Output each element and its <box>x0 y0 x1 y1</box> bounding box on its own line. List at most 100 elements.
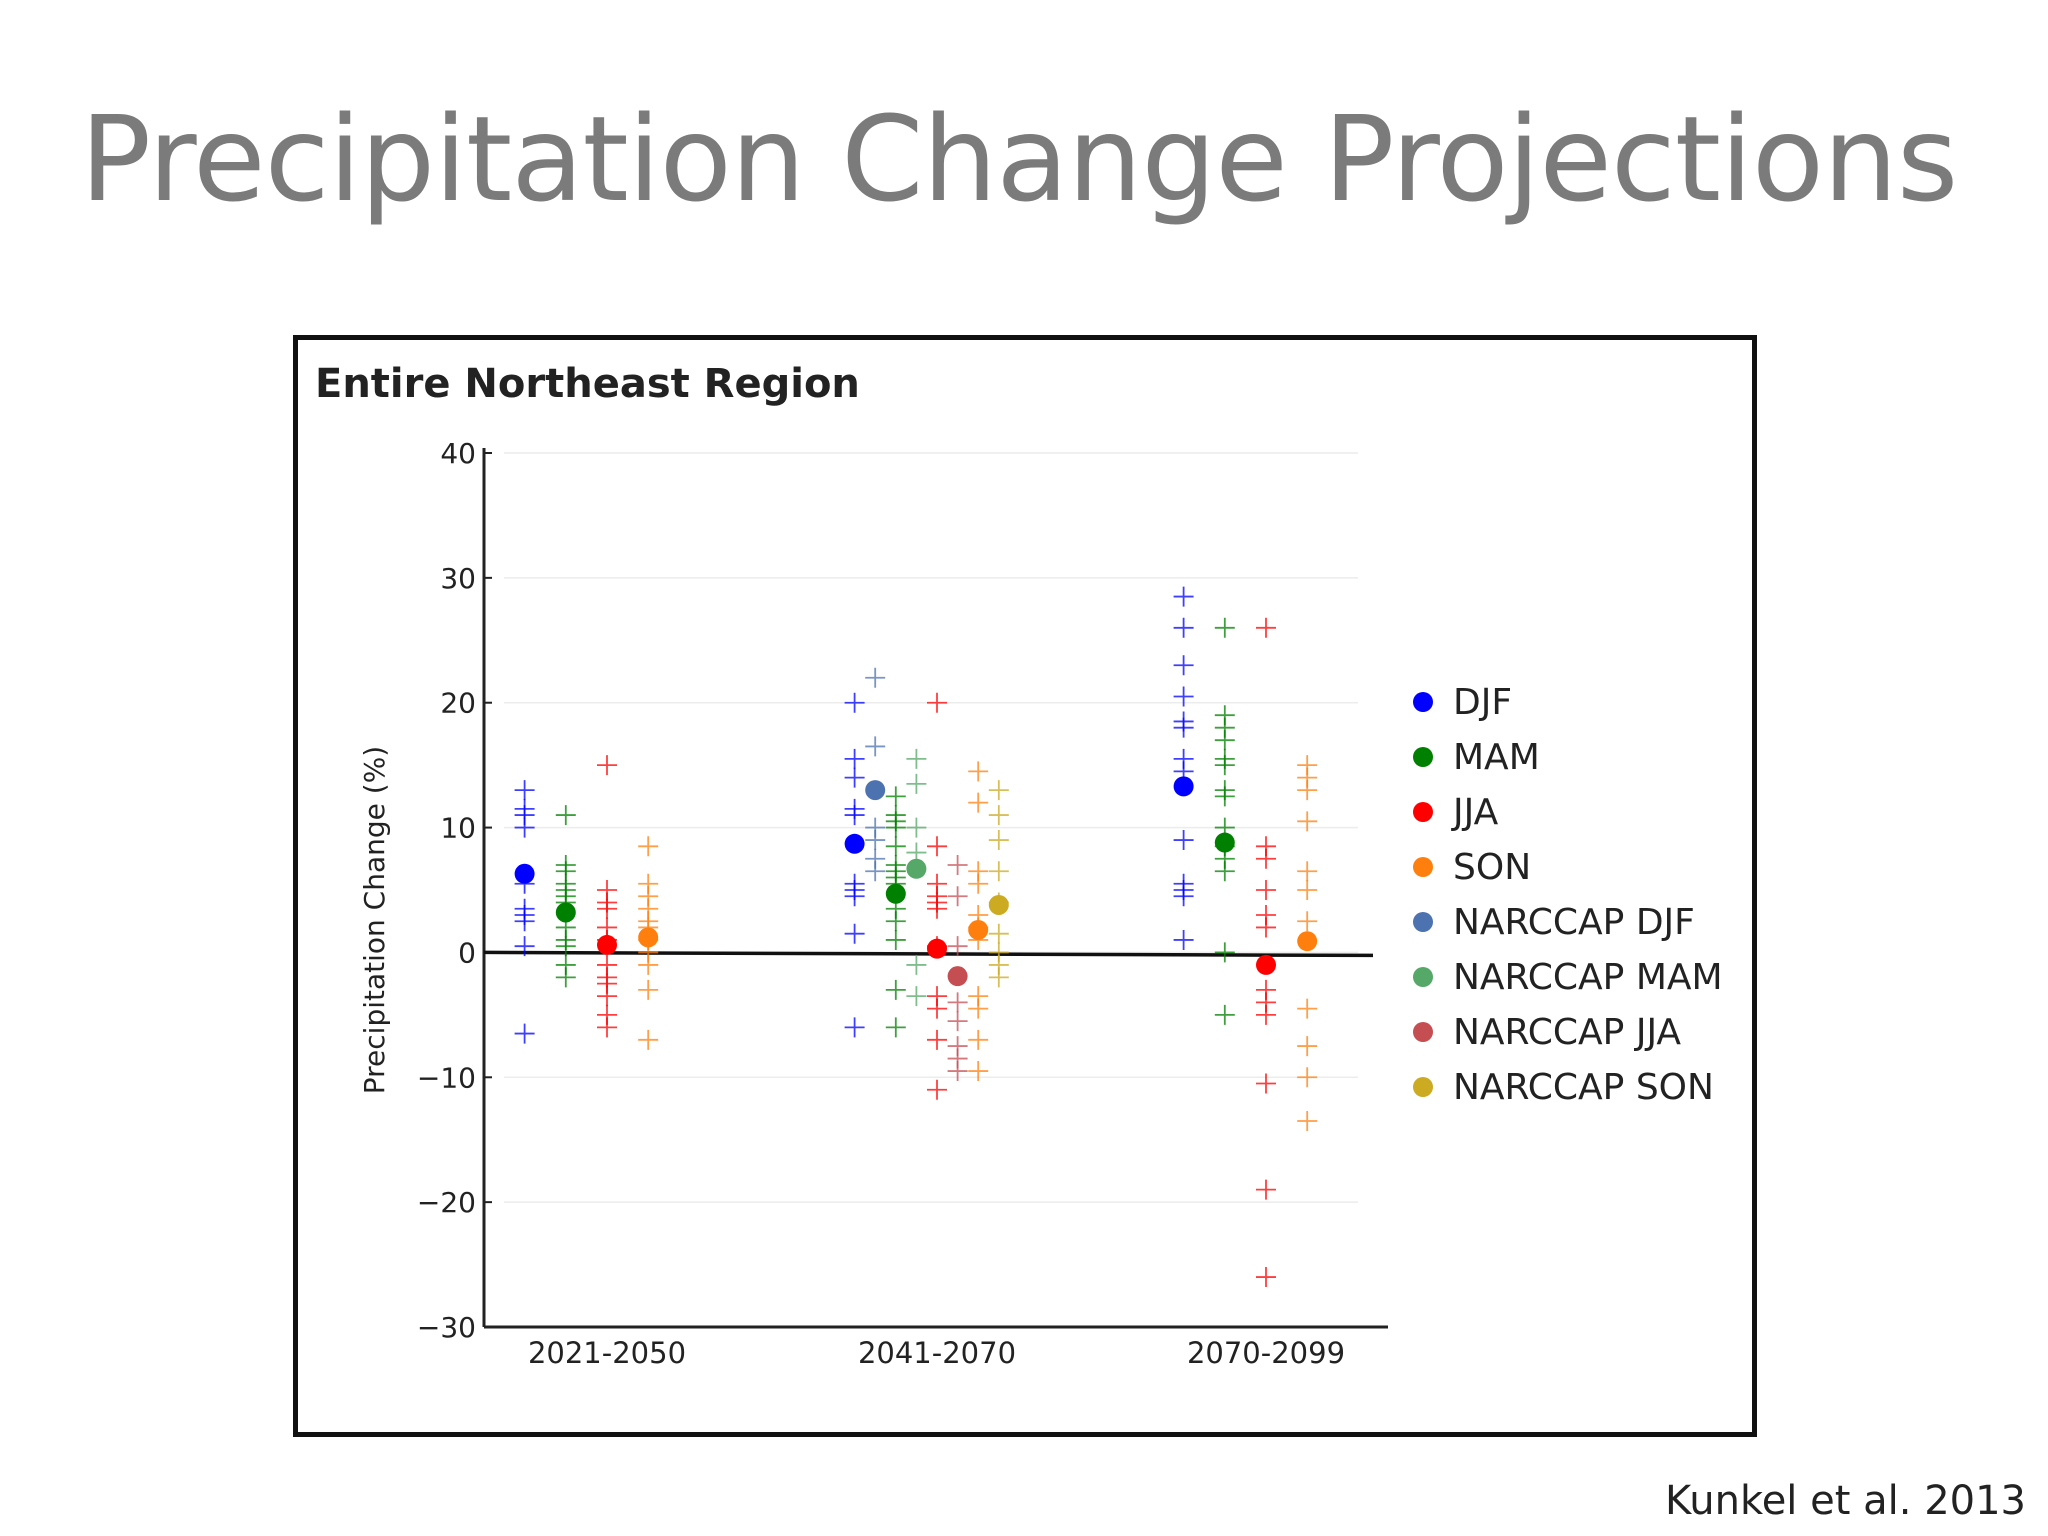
model-point <box>968 998 989 1019</box>
model-point <box>1173 830 1194 851</box>
mean-point <box>638 927 659 948</box>
legend-marker <box>1413 967 1433 987</box>
model-point <box>906 817 927 838</box>
model-point <box>865 736 886 757</box>
model-point <box>927 898 947 919</box>
model-point <box>1256 617 1276 638</box>
model-point <box>947 1061 968 1082</box>
model-point <box>1256 880 1276 900</box>
model-point <box>1214 617 1235 638</box>
model-point <box>968 761 989 782</box>
model-point <box>927 836 947 857</box>
model-point <box>1297 1110 1318 1131</box>
chart: Entire Northeast Region −30 −20 −10 0 10 20 30 4… <box>315 361 1723 1370</box>
model-point <box>514 780 535 801</box>
model-point <box>1173 886 1194 907</box>
model-point <box>1173 617 1194 638</box>
y-tick-label: 30 <box>440 562 476 595</box>
model-point <box>988 923 1009 944</box>
model-point <box>597 898 617 919</box>
model-point <box>1214 942 1235 963</box>
x-tick-label: 2021-2050 <box>528 1336 686 1370</box>
legend-marker <box>1413 1077 1433 1097</box>
mean-point <box>927 938 947 959</box>
model-point <box>988 805 1009 826</box>
mean-point <box>865 780 886 801</box>
model-point <box>1256 1179 1276 1200</box>
mean-point <box>1173 776 1194 797</box>
legend-marker <box>1413 1022 1433 1042</box>
model-point <box>597 755 617 776</box>
model-point <box>514 817 535 838</box>
model-point <box>988 967 1009 988</box>
citation: Kunkel et al. 2013 <box>1665 1478 2026 1524</box>
model-point <box>638 836 659 857</box>
mean-point <box>885 883 906 904</box>
model-point <box>988 780 1009 801</box>
y-tick-label: 20 <box>440 687 476 720</box>
model-point <box>1214 755 1235 776</box>
legend-label: NARCCAP JJA <box>1453 1012 1681 1053</box>
model-point <box>906 954 927 975</box>
model-point <box>865 861 886 882</box>
model-point <box>597 1017 617 1038</box>
model-point <box>885 979 906 1000</box>
model-point <box>844 748 865 769</box>
x-tick-label: 2070-2099 <box>1187 1336 1345 1370</box>
mean-point <box>988 894 1009 915</box>
model-point <box>1256 1267 1276 1288</box>
y-tick-label: −30 <box>417 1311 476 1344</box>
slide-title: Precipitation Change Projections <box>80 90 1958 228</box>
model-point <box>865 667 886 688</box>
model-point <box>885 786 906 807</box>
model-point <box>844 805 865 826</box>
model-point <box>1173 717 1194 738</box>
model-point <box>927 998 947 1019</box>
y-tick-label: −10 <box>417 1061 476 1094</box>
model-point <box>555 805 576 826</box>
legend-marker <box>1413 802 1433 822</box>
mean-point <box>947 966 968 987</box>
model-point <box>844 767 865 788</box>
model-point <box>988 830 1009 851</box>
model-point <box>514 1023 535 1044</box>
legend-label: DJF <box>1453 682 1512 723</box>
legend-label: MAM <box>1453 737 1540 778</box>
model-point <box>968 873 989 894</box>
y-axis-label: Precipitation Change (%) <box>358 746 391 1094</box>
model-point <box>968 1029 989 1050</box>
model-point <box>1297 1067 1318 1088</box>
model-point <box>1297 811 1318 832</box>
model-point <box>844 923 865 944</box>
model-point <box>638 1029 659 1050</box>
model-point <box>927 1029 947 1050</box>
model-point <box>1256 848 1276 869</box>
model-point <box>906 986 927 1007</box>
mean-point <box>844 833 865 854</box>
model-point <box>968 792 989 813</box>
y-tick-label: −20 <box>417 1186 476 1219</box>
model-point <box>1256 1073 1276 1094</box>
mean-point <box>514 863 535 884</box>
model-point <box>947 936 968 957</box>
model-point <box>947 1011 968 1032</box>
mean-point <box>1297 931 1318 952</box>
legend-marker <box>1413 857 1433 877</box>
model-point <box>844 692 865 713</box>
legend-label: NARCCAP DJF <box>1453 902 1695 943</box>
model-point <box>638 954 659 975</box>
model-point <box>514 936 535 957</box>
model-point <box>1214 730 1235 751</box>
x-tick-label: 2041-2070 <box>858 1336 1016 1370</box>
model-point <box>1214 861 1235 882</box>
y-tick-label: 10 <box>440 812 476 845</box>
legend-label: JJA <box>1451 792 1499 833</box>
model-point <box>885 929 906 950</box>
model-point <box>865 830 886 851</box>
model-point <box>1297 911 1318 932</box>
chart-title: Entire Northeast Region <box>315 361 860 407</box>
model-point <box>1173 586 1194 607</box>
model-point <box>1173 686 1194 707</box>
model-point <box>927 1079 947 1100</box>
model-point <box>1214 786 1235 807</box>
